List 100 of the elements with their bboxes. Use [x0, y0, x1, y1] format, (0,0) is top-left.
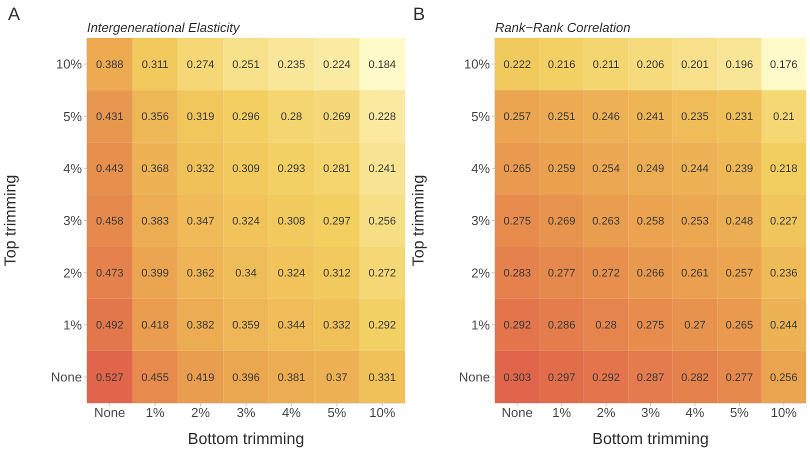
data-label: 0.228	[368, 111, 396, 124]
data-label: 0.184	[368, 58, 396, 71]
data-label: 0.331	[368, 372, 396, 384]
data-label: 0.216	[548, 58, 576, 71]
data-label: 0.269	[548, 215, 576, 228]
data-label: 0.256	[770, 372, 798, 384]
y-tick-label: 2%	[471, 265, 490, 280]
data-label: 0.293	[278, 163, 306, 176]
data-label: 0.277	[726, 372, 754, 384]
data-label: 0.272	[368, 267, 396, 280]
data-label: 0.218	[770, 163, 798, 176]
data-label: 0.296	[232, 111, 260, 124]
data-label: 0.287	[636, 372, 664, 384]
data-label: 0.418	[141, 320, 169, 332]
y-tick-label: 4%	[63, 160, 82, 176]
data-label: 0.281	[323, 163, 351, 176]
y-tick-label: None	[50, 370, 82, 385]
data-label: 0.253	[681, 215, 709, 228]
y-tick-label: 4%	[471, 160, 490, 176]
x-tick-label: 10%	[770, 405, 798, 420]
data-label: 0.176	[770, 58, 798, 71]
data-label: 0.282	[681, 372, 709, 384]
data-label: 0.359	[232, 320, 260, 332]
data-label: 0.332	[323, 320, 351, 332]
x-tick-label: 10%	[369, 405, 396, 420]
data-label: 0.261	[681, 267, 709, 280]
data-label: 0.356	[141, 111, 169, 124]
data-label: 0.266	[636, 267, 664, 280]
data-label: 0.256	[368, 215, 396, 228]
y-tick-label: 3%	[471, 213, 490, 228]
data-label: 0.257	[726, 267, 754, 280]
data-label: 0.251	[232, 58, 260, 71]
data-label: 0.201	[681, 58, 709, 71]
data-label: 0.324	[278, 267, 306, 280]
data-label: 0.286	[548, 320, 576, 332]
data-label: 0.473	[96, 267, 124, 280]
data-label: 0.28	[280, 111, 302, 124]
y-tick-label: 1%	[471, 317, 490, 332]
data-label: 0.249	[636, 163, 664, 176]
data-label: 0.251	[548, 111, 576, 124]
data-label: 0.241	[636, 111, 664, 124]
data-label: 0.283	[503, 267, 531, 280]
data-label: 0.324	[232, 215, 260, 228]
data-label: 0.34	[235, 267, 257, 280]
data-label: 0.458	[96, 215, 124, 228]
data-label: 0.246	[592, 111, 620, 124]
data-label: 0.368	[141, 163, 169, 176]
data-label: 0.275	[503, 215, 531, 228]
data-label: 0.211	[592, 58, 620, 71]
data-label: 0.419	[186, 372, 214, 384]
data-label: 0.292	[592, 372, 620, 384]
data-label: 0.265	[503, 163, 531, 176]
data-label: 0.311	[142, 58, 168, 71]
data-label: 0.319	[186, 111, 214, 124]
data-label: 0.332	[186, 163, 214, 176]
x-tick-label: 2%	[191, 405, 210, 420]
data-label: 0.206	[636, 58, 664, 71]
x-tick-label: 3%	[641, 405, 660, 420]
data-label: 0.347	[186, 215, 214, 228]
data-label: 0.259	[548, 163, 576, 176]
y-tick-label: 5%	[63, 108, 82, 124]
x-axis-title: Bottom trimming	[188, 431, 304, 448]
data-label: 0.527	[96, 372, 124, 384]
data-label: 0.196	[726, 58, 754, 71]
data-label: 0.272	[592, 267, 620, 280]
y-tick-label: 3%	[63, 213, 82, 228]
data-label: 0.269	[323, 111, 351, 124]
data-label: 0.399	[141, 267, 169, 280]
data-label: 0.383	[141, 215, 169, 228]
x-tick-label: 5%	[327, 405, 347, 420]
data-label: 0.263	[592, 215, 620, 228]
chart-title: Intergenerational Elasticity	[87, 20, 240, 35]
data-label: 0.382	[186, 320, 214, 332]
y-tick-label: None	[458, 370, 490, 385]
x-tick-label: 5%	[730, 405, 750, 420]
data-label: 0.28	[595, 320, 617, 332]
data-label: 0.277	[548, 267, 576, 280]
y-tick-label: 2%	[63, 265, 82, 280]
x-tick-label: 3%	[236, 405, 256, 420]
data-label: 0.292	[503, 320, 531, 332]
data-label: 0.455	[141, 372, 169, 384]
data-label: 0.309	[232, 163, 260, 176]
x-tick-label: 4%	[282, 405, 302, 420]
data-label: 0.248	[726, 215, 754, 228]
y-tick-label: 10%	[56, 56, 82, 72]
data-label: 0.235	[681, 111, 709, 124]
x-axis-title: Bottom trimming	[592, 431, 709, 448]
data-label: 0.312	[323, 267, 351, 280]
data-label: 0.227	[770, 215, 798, 228]
data-label: 0.344	[278, 320, 306, 332]
data-label: 0.224	[323, 58, 351, 71]
x-tick-label: 4%	[686, 405, 705, 420]
text: B	[413, 4, 426, 25]
text: A	[8, 4, 20, 25]
x-tick-label: 2%	[596, 405, 616, 420]
data-label: 0.492	[96, 320, 124, 332]
data-label: 0.236	[770, 267, 798, 280]
data-label: 0.239	[726, 163, 754, 176]
data-label: 0.244	[770, 320, 798, 332]
data-label: 0.362	[186, 267, 214, 280]
